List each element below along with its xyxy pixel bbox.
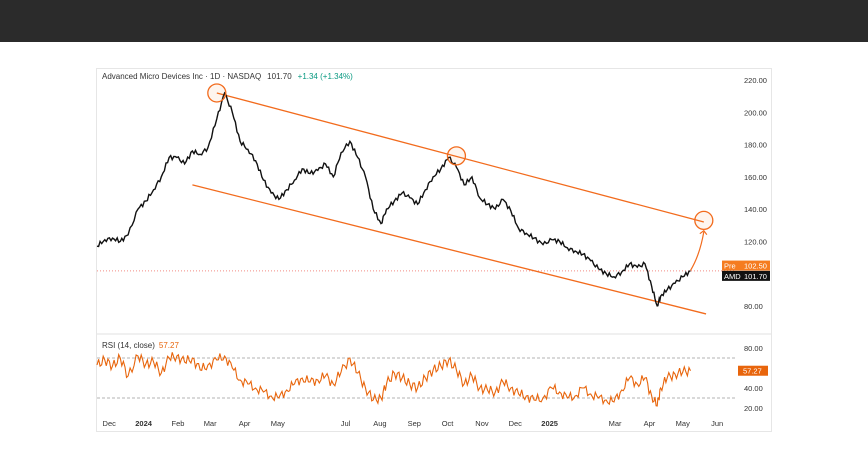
rsi-value-label: 57.27 [743,367,762,376]
price-label-box [722,260,770,271]
projection-arrowhead [699,229,708,236]
x-tick: 2025 [541,419,558,428]
highlight-circle [207,83,227,103]
price-y-tick: 200.00 [744,108,767,117]
x-tick: Aug [373,419,386,428]
x-tick: Nov [475,419,489,428]
price-label-box [722,270,770,281]
price-y-tick: 140.00 [744,205,767,214]
price-label-value: 102.50 [744,262,767,271]
rsi-y-tick: 80.00 [744,344,763,353]
price-y-tick: 80.00 [744,302,763,311]
x-tick: May [676,419,690,428]
chart-title: Advanced Micro Devices Inc · 1D · NASDAQ… [102,72,353,81]
rsi-y-tick: 40.00 [744,384,763,393]
x-tick: Dec [509,419,523,428]
highlight-circle [446,146,467,166]
channel-line-lower [192,184,707,315]
highlight-circle [694,210,714,231]
x-tick: Jun [711,419,723,428]
x-tick: May [271,419,285,428]
x-tick: Mar [609,419,622,428]
x-tick: Apr [644,419,656,428]
x-tick: Dec [103,419,117,428]
x-tick: Feb [172,419,185,428]
price-y-tick: 120.00 [744,237,767,246]
price-y-tick: 160.00 [744,173,767,182]
x-tick: Apr [239,419,251,428]
x-tick: Jul [341,419,351,428]
rsi-title: RSI (14, close) 57.27 [102,341,179,350]
projection-arrow [690,231,705,271]
rsi-value-box [738,365,768,376]
rsi-line [96,352,691,407]
x-tick: Sep [408,419,421,428]
amd-price-line [96,91,691,307]
price-label-tag: AMD [724,272,741,281]
rsi-y-tick: 20.00 [744,404,763,413]
x-tick: Oct [442,419,455,428]
channel-line-upper [216,92,704,223]
top-bar [0,0,868,42]
price-label-tag: Pre [724,262,736,271]
price-y-tick: 220.00 [744,76,767,85]
x-tick: 2024 [135,419,153,428]
x-tick: Mar [204,419,217,428]
price-y-tick: 180.00 [744,141,767,150]
chart-frame [96,68,772,432]
price-label-value: 101.70 [744,272,767,281]
